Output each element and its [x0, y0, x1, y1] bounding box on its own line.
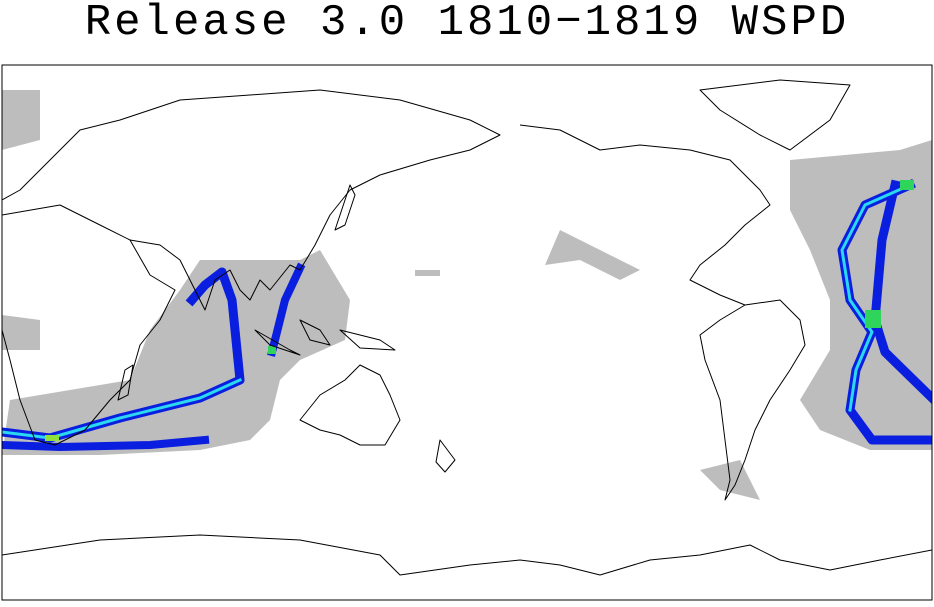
- south-america: [699, 299, 806, 501]
- coverage-atlantic: [790, 140, 932, 450]
- track-core: [840, 183, 912, 412]
- track: [2, 435, 210, 451]
- hotspot: [900, 180, 914, 190]
- hotspot: [268, 346, 276, 354]
- track: [267, 262, 306, 357]
- coastlines: [2, 79, 932, 576]
- eurasia: [2, 89, 501, 311]
- antarctica: [2, 534, 932, 576]
- maritime-asia: [254, 319, 396, 356]
- coverage-pacific: [415, 230, 760, 500]
- australia: [299, 364, 401, 446]
- hotspot: [865, 310, 881, 328]
- new-zealand: [435, 439, 456, 473]
- madagascar: [117, 364, 134, 401]
- ship-tracks: [2, 179, 932, 451]
- greenland: [699, 79, 851, 151]
- map-title: Release 3.0 1810−1819 WSPD: [85, 0, 850, 48]
- coverage: [2, 90, 932, 500]
- north-america: [519, 124, 771, 306]
- map-area: [2, 79, 932, 576]
- africa: [2, 204, 176, 446]
- coverage-indian-ocean: [2, 90, 350, 455]
- map-frame: [1, 64, 933, 601]
- hotspot: [45, 435, 59, 441]
- japan: [334, 184, 356, 231]
